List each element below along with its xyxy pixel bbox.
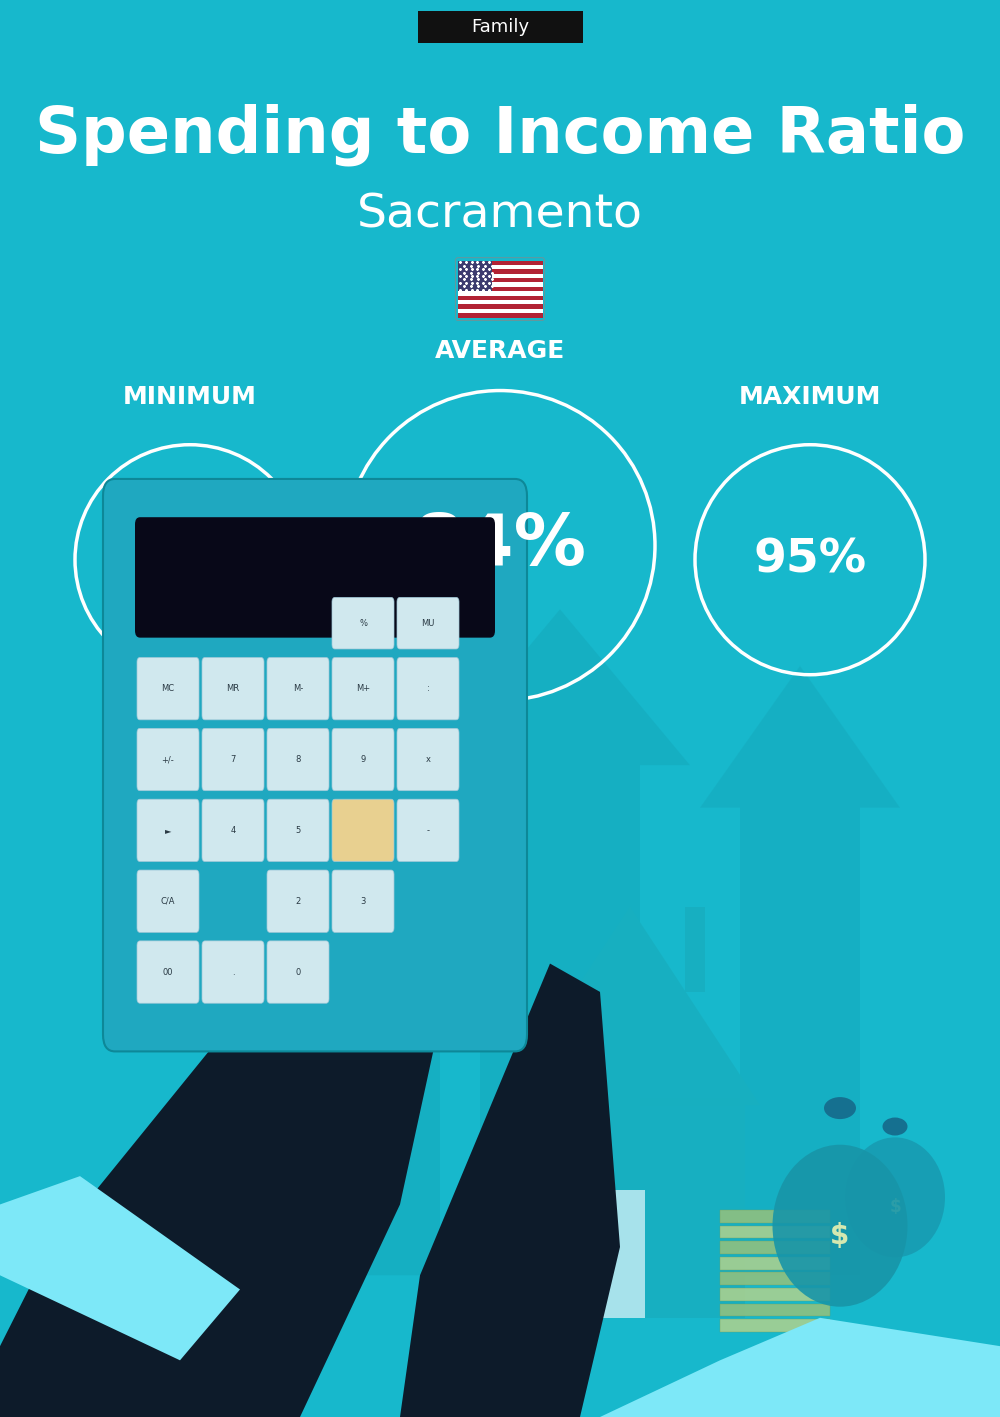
FancyBboxPatch shape	[137, 728, 199, 791]
FancyBboxPatch shape	[458, 286, 542, 292]
Text: Spending to Income Ratio: Spending to Income Ratio	[35, 103, 965, 166]
FancyBboxPatch shape	[458, 313, 542, 317]
Text: MAXIMUM: MAXIMUM	[739, 385, 881, 408]
FancyBboxPatch shape	[458, 305, 542, 309]
FancyBboxPatch shape	[720, 1226, 830, 1238]
Text: +/-: +/-	[162, 755, 174, 764]
Text: 95%: 95%	[753, 537, 867, 582]
Text: 7: 7	[230, 755, 236, 764]
FancyBboxPatch shape	[202, 728, 264, 791]
FancyBboxPatch shape	[397, 598, 459, 649]
FancyBboxPatch shape	[418, 11, 582, 43]
Text: 9: 9	[360, 755, 366, 764]
Polygon shape	[0, 794, 440, 1417]
Text: 8: 8	[295, 755, 301, 764]
FancyBboxPatch shape	[267, 799, 329, 862]
FancyBboxPatch shape	[267, 941, 329, 1003]
Text: 00: 00	[163, 968, 173, 976]
FancyBboxPatch shape	[720, 1257, 830, 1270]
Polygon shape	[300, 1346, 1000, 1417]
Text: 3: 3	[360, 897, 366, 905]
FancyBboxPatch shape	[458, 261, 492, 292]
Polygon shape	[600, 1318, 1000, 1417]
Text: 0: 0	[295, 968, 301, 976]
FancyBboxPatch shape	[202, 799, 264, 862]
Text: %: %	[359, 619, 367, 628]
Polygon shape	[700, 666, 900, 1275]
Text: M+: M+	[356, 684, 370, 693]
Text: Sacramento: Sacramento	[357, 193, 643, 238]
FancyBboxPatch shape	[720, 1319, 830, 1332]
Text: M-: M-	[293, 684, 303, 693]
Ellipse shape	[845, 1138, 945, 1257]
FancyBboxPatch shape	[720, 1304, 830, 1316]
Polygon shape	[430, 609, 690, 1304]
FancyBboxPatch shape	[137, 799, 199, 862]
Ellipse shape	[883, 1118, 908, 1135]
Text: 84%: 84%	[414, 512, 586, 580]
Polygon shape	[280, 623, 480, 1275]
FancyBboxPatch shape	[397, 728, 459, 791]
Ellipse shape	[824, 1097, 856, 1119]
Text: :: :	[427, 684, 429, 693]
FancyBboxPatch shape	[332, 870, 394, 932]
FancyBboxPatch shape	[137, 657, 199, 720]
FancyBboxPatch shape	[202, 941, 264, 1003]
Text: x: x	[426, 755, 431, 764]
Text: 2: 2	[295, 897, 301, 905]
Text: .: .	[232, 968, 234, 976]
FancyBboxPatch shape	[397, 799, 459, 862]
Text: C/A: C/A	[161, 897, 175, 905]
Ellipse shape	[772, 1145, 908, 1306]
Text: $: $	[889, 1199, 901, 1216]
FancyBboxPatch shape	[332, 657, 394, 720]
FancyBboxPatch shape	[720, 1272, 830, 1285]
Text: MR: MR	[226, 684, 240, 693]
FancyBboxPatch shape	[458, 278, 542, 282]
Text: 4: 4	[230, 826, 236, 835]
Polygon shape	[500, 907, 760, 1105]
Polygon shape	[400, 964, 620, 1417]
Text: Family: Family	[471, 18, 529, 35]
FancyBboxPatch shape	[458, 296, 542, 300]
FancyBboxPatch shape	[267, 870, 329, 932]
FancyBboxPatch shape	[458, 261, 542, 265]
Text: $: $	[830, 1221, 850, 1250]
FancyBboxPatch shape	[267, 728, 329, 791]
Text: MC: MC	[161, 684, 175, 693]
Text: -: -	[427, 826, 430, 835]
FancyBboxPatch shape	[397, 657, 459, 720]
FancyBboxPatch shape	[458, 261, 542, 317]
FancyBboxPatch shape	[332, 728, 394, 791]
Text: AVERAGE: AVERAGE	[435, 340, 565, 363]
Text: ►: ►	[165, 826, 171, 835]
FancyBboxPatch shape	[720, 1241, 830, 1254]
FancyBboxPatch shape	[332, 799, 394, 862]
FancyBboxPatch shape	[515, 1098, 745, 1318]
Text: MINIMUM: MINIMUM	[123, 385, 257, 408]
FancyBboxPatch shape	[685, 907, 705, 992]
FancyBboxPatch shape	[103, 479, 527, 1051]
FancyBboxPatch shape	[458, 269, 542, 273]
FancyBboxPatch shape	[720, 1210, 830, 1223]
Text: 5: 5	[295, 826, 301, 835]
Polygon shape	[0, 1176, 240, 1360]
FancyBboxPatch shape	[332, 598, 394, 649]
FancyBboxPatch shape	[600, 1190, 645, 1318]
FancyBboxPatch shape	[135, 517, 495, 638]
Text: MU: MU	[421, 619, 435, 628]
Text: 75%: 75%	[133, 537, 247, 582]
FancyBboxPatch shape	[720, 1288, 830, 1301]
FancyBboxPatch shape	[137, 941, 199, 1003]
FancyBboxPatch shape	[137, 870, 199, 932]
FancyBboxPatch shape	[267, 657, 329, 720]
FancyBboxPatch shape	[202, 657, 264, 720]
